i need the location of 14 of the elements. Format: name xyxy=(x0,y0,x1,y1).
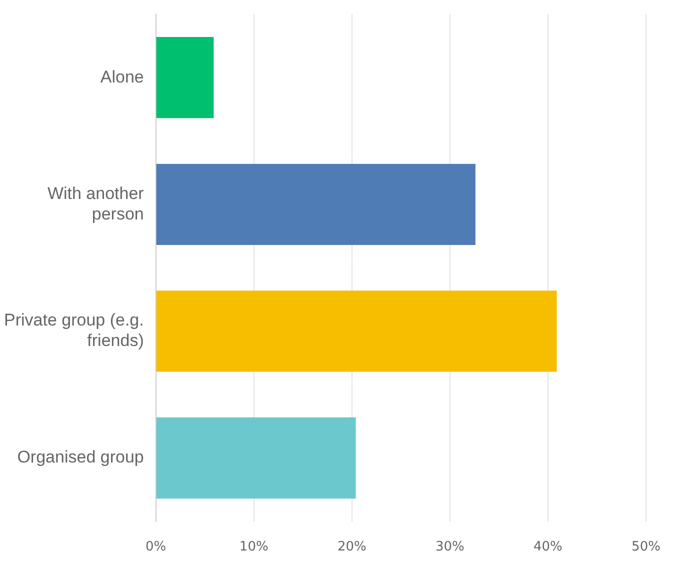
bar xyxy=(156,164,476,245)
y-tick-label: With another person xyxy=(47,184,144,224)
bar xyxy=(156,37,214,118)
y-tick-label: Alone xyxy=(100,67,144,86)
x-tick-label: 0% xyxy=(146,540,166,555)
x-tick-label: 40% xyxy=(534,540,562,555)
x-tick-label: 10% xyxy=(239,540,268,555)
bar xyxy=(156,417,356,499)
x-tick-label: 50% xyxy=(632,540,660,555)
x-tick-label: 20% xyxy=(337,540,366,555)
y-tick-label: Organised group xyxy=(17,448,144,467)
y-tick-label: Private group (e.g. friends) xyxy=(4,310,144,350)
x-tick-label: 30% xyxy=(435,540,464,555)
bar xyxy=(156,290,557,372)
